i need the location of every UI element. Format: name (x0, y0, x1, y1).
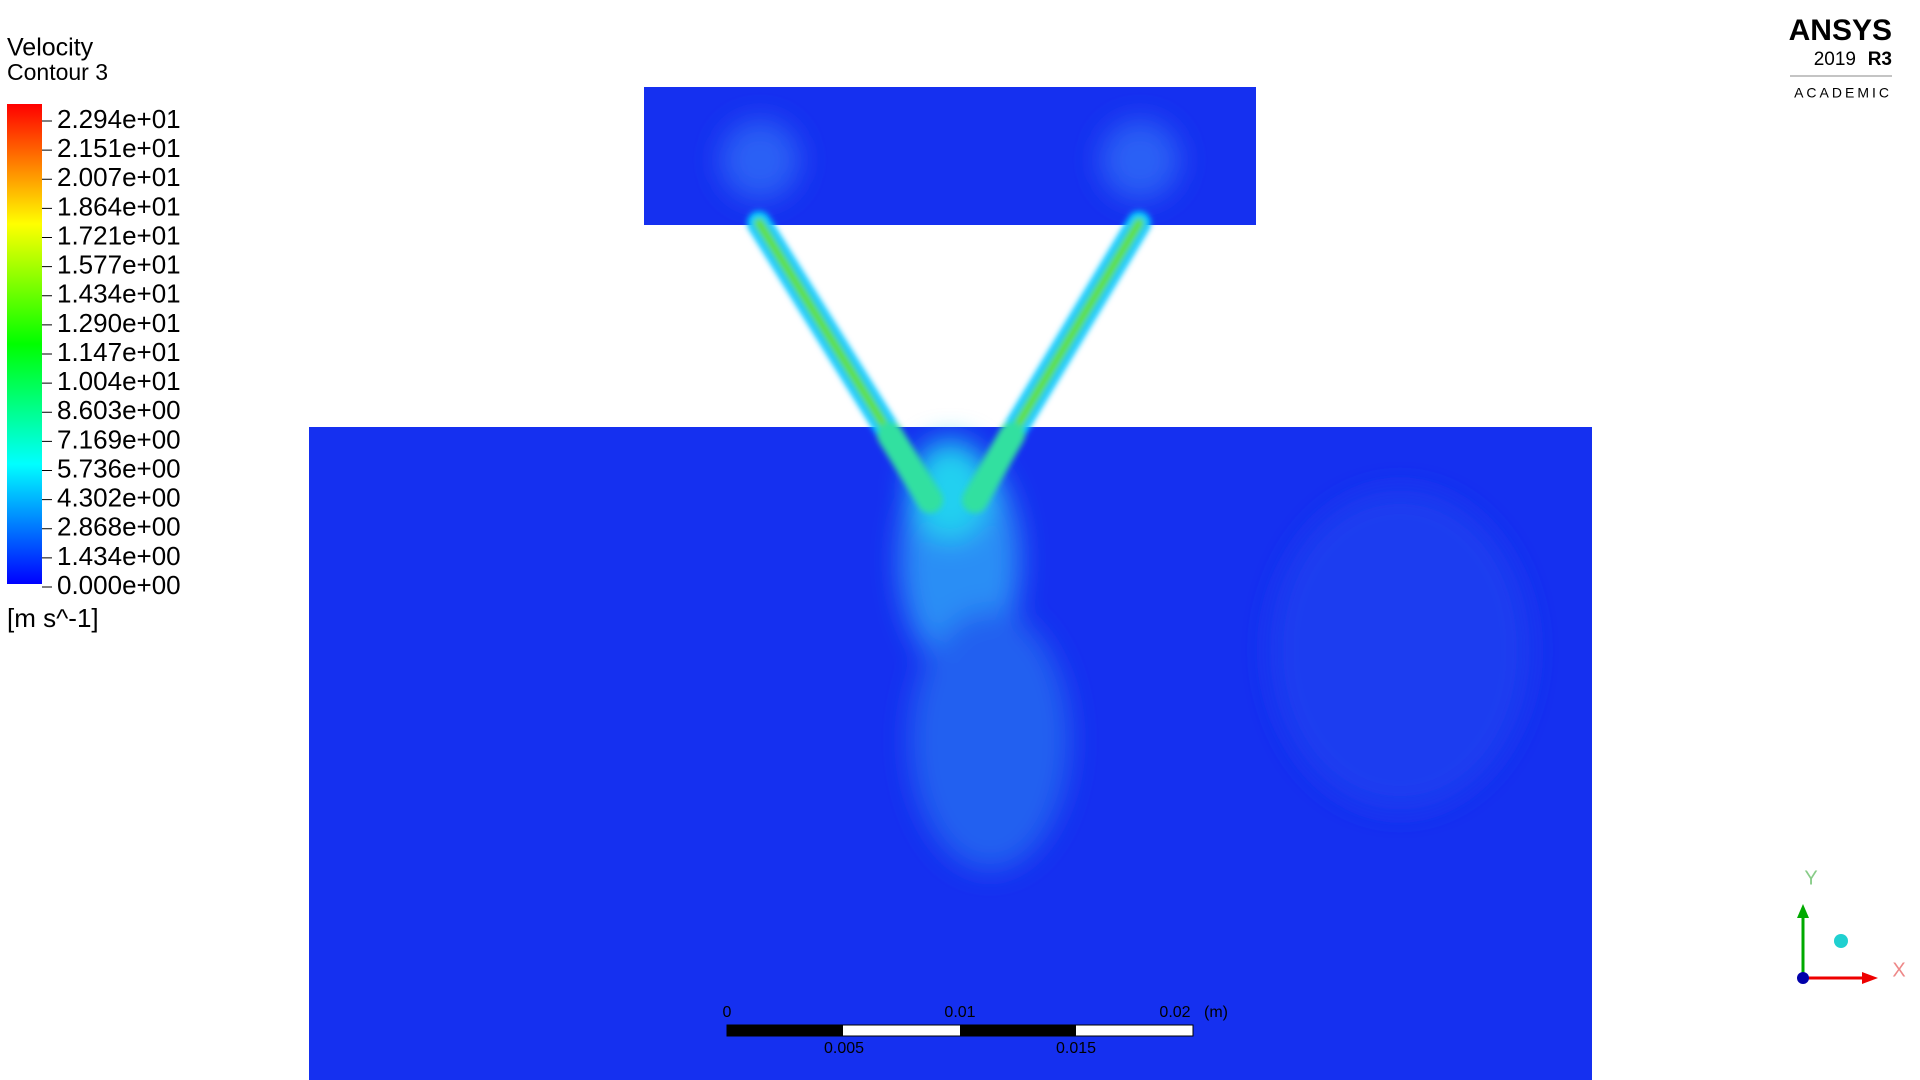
legend-level: 7.169e+00 (57, 424, 181, 454)
legend-level: 5.736e+00 (57, 453, 181, 483)
legend-level: 1.434e+01 (57, 279, 181, 309)
domain (309, 87, 1592, 1080)
triad: Y X (1797, 867, 1906, 984)
scale-bar: 0 0.01 0.02 (m) 0.005 0.015 (723, 1004, 1228, 1057)
legend-level: 4.302e+00 (57, 483, 181, 513)
color-bar (7, 104, 42, 584)
scale-label: 0.005 (824, 1040, 864, 1057)
logo-edition: ACADEMIC (1794, 85, 1892, 101)
axis-x: X (1892, 959, 1905, 981)
axis-y: Y (1804, 867, 1817, 889)
logo-release: R3 (1868, 49, 1892, 70)
legend-level: 8.603e+00 (57, 395, 181, 425)
scale-label: 0 (723, 1004, 732, 1021)
legend-subtitle: Contour 3 (7, 59, 108, 85)
legend-title: Velocity (7, 34, 94, 62)
logo-version: 2019 (1814, 49, 1856, 70)
legend-level: 2.868e+00 (57, 512, 181, 542)
scale-label: 0.01 (944, 1004, 975, 1021)
legend-level: 1.434e+00 (57, 541, 181, 571)
logo-brand: ANSYS (1789, 14, 1892, 47)
legend-level: 2.294e+01 (57, 104, 181, 134)
legend-level: 1.147e+01 (57, 337, 181, 367)
legend-unit: [m s^-1] (7, 603, 99, 633)
legend-level: 1.290e+01 (57, 308, 181, 338)
legend-level: 0.000e+00 (57, 570, 181, 600)
legend: Velocity Contour 3 [m s^-1] 2.294e+012.1… (7, 34, 181, 633)
legend-level: 1.577e+01 (57, 250, 181, 280)
legend-level: 1.864e+01 (57, 191, 181, 221)
legend-level: 2.007e+01 (57, 162, 181, 192)
legend-level: 1.004e+01 (57, 366, 181, 396)
scale-unit: (m) (1204, 1004, 1228, 1021)
logo: ANSYS 2019 R3 ACADEMIC (1789, 14, 1892, 101)
scale-label: 0.015 (1056, 1040, 1096, 1057)
scale-label: 0.02 (1159, 1004, 1190, 1021)
legend-level: 2.151e+01 (57, 133, 181, 163)
legend-level: 1.721e+01 (57, 220, 181, 250)
